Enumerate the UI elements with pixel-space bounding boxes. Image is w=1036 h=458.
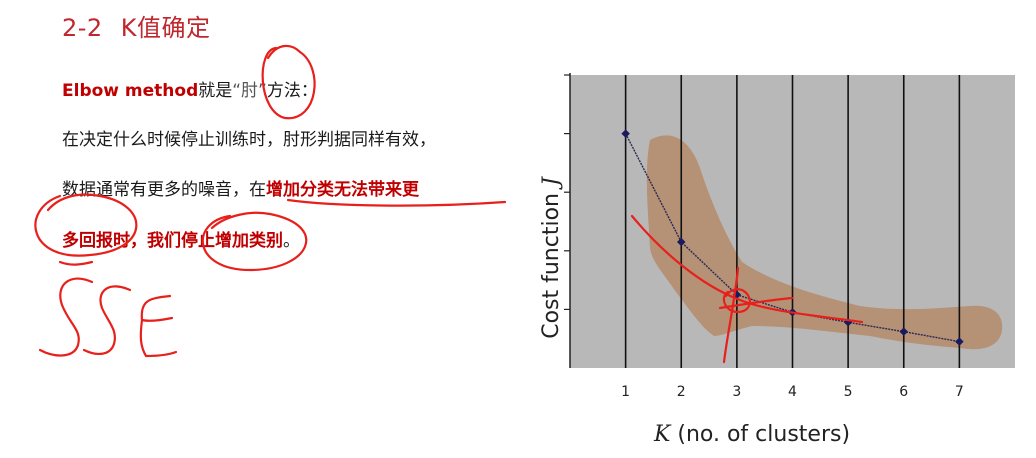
x-tick-label-4: 4 [788,384,797,400]
slide-title-text: K值确定 [120,14,211,42]
data-point-6 [899,327,908,336]
x-tick-label-2: 2 [677,384,686,400]
x-axis-label: K (no. of clusters) [653,422,850,447]
y-axis-label-text: Cost function [539,186,564,339]
elbow-quote: “肘” [232,81,267,101]
text-line-1-b: 方法： [266,81,318,101]
ink-s2 [82,285,132,356]
x-tick-label-3: 3 [732,384,741,400]
ink-underline-2 [58,260,94,266]
ink-chart-curve [630,214,864,324]
text-line-2: 在决定什么时候停止训练时，肘形判据同样有效， [62,130,436,150]
ink-s1 [38,277,94,357]
text-line-1-a: 就是 [198,81,233,101]
slide-title: 2-2 K值确定 [62,8,210,43]
x-tick-label-5: 5 [844,384,853,400]
ink-chart-horizontal [718,296,794,310]
y-axis-label: Cost function J [539,176,564,339]
ink-chart-vertical [722,266,740,364]
text-line-4-bold: 多回报时，我们停止增加类别 [62,231,283,251]
text-line-4: 多回报时，我们停止增加类别。 [62,226,300,251]
x-axis-label-rest: (no. of clusters) [670,422,850,447]
ink-circle-reward [34,193,138,257]
text-line-3-a: 数据通常有更多的噪音，在 [62,180,266,200]
x-tick-label-6: 6 [899,384,908,400]
ink-circle-quote [261,44,316,120]
ink-underline-1 [286,198,507,207]
text-line-3: 数据通常有更多的噪音，在增加分类无法带来更 [62,175,419,200]
elbow-method-term: Elbow method [62,81,199,101]
x-tick-label-1: 1 [621,384,630,400]
text-line-4-end: 。 [283,231,300,251]
y-axis-label-var: J [539,176,564,190]
slide-title-number: 2-2 [62,14,103,42]
text-line-3-bold: 增加分类无法带来更 [266,180,419,200]
ink-circle-stop [201,211,308,272]
data-point-7 [955,337,964,346]
text-line-1: Elbow method就是“肘”方法： [62,76,318,101]
ink-chart-circle [722,288,751,314]
x-tick-label-7: 7 [955,384,964,400]
x-axis-label-var: K [653,422,672,447]
ink-e [139,294,178,358]
